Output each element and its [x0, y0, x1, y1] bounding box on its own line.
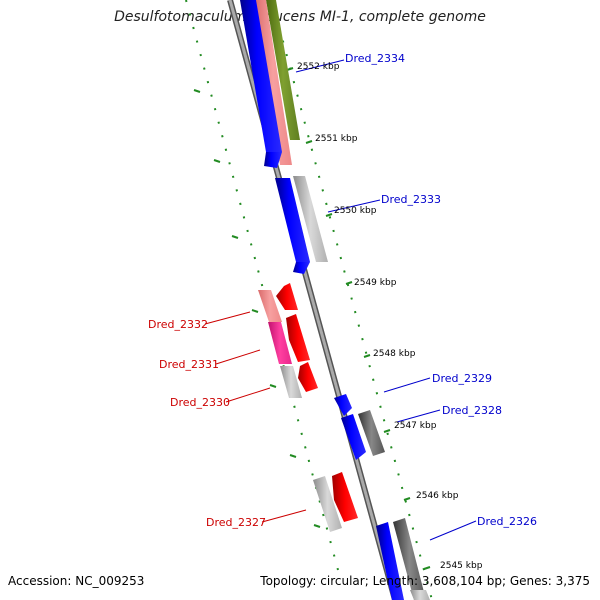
- gene-label: Dred_2334: [345, 52, 405, 65]
- tick-label: 2552 kbp: [297, 62, 340, 72]
- gene-label: Dred_2333: [381, 193, 441, 206]
- tick-label: 2550 kbp: [334, 206, 377, 216]
- tick-label: 2547 kbp: [394, 421, 437, 431]
- gene-label: Dred_2327: [206, 516, 266, 529]
- tick-label: 2549 kbp: [354, 278, 397, 288]
- tick-label: 2546 kbp: [416, 491, 459, 501]
- accession-value: NC_009253: [75, 574, 144, 588]
- genes-label: Genes:: [510, 574, 552, 588]
- tick-label: 2545 kbp: [440, 561, 483, 571]
- label-leaders: [205, 60, 476, 540]
- tick-label: 2548 kbp: [373, 349, 416, 359]
- topology-label: Topology:: [260, 574, 316, 588]
- tick-label: 2551 kbp: [315, 134, 358, 144]
- gene-label: Dred_2331: [159, 358, 219, 371]
- major-ticks-right: [287, 68, 430, 569]
- genome-stats: Topology: circular; Length: 3,608,104 bp…: [260, 574, 590, 588]
- length-label: Length:: [373, 574, 418, 588]
- topology-value: circular;: [320, 574, 368, 588]
- length-value: 3,608,104 bp;: [422, 574, 506, 588]
- accession-label: Accession:: [8, 574, 71, 588]
- gene-label: Dred_2328: [442, 404, 502, 417]
- accession-info: Accession: NC_009253: [8, 574, 144, 588]
- genome-backbone: [230, 0, 395, 600]
- gene-label: Dred_2329: [432, 372, 492, 385]
- gene-label: Dred_2330: [170, 396, 230, 409]
- gene-label: Dred_2332: [148, 318, 208, 331]
- gene-label: Dred_2326: [477, 515, 537, 528]
- gene-labels: Dred_2334 Dred_2333 Dred_2332 Dred_2331 …: [148, 52, 537, 529]
- genes-value: 3,375: [556, 574, 590, 588]
- major-ticks-left: [194, 90, 320, 527]
